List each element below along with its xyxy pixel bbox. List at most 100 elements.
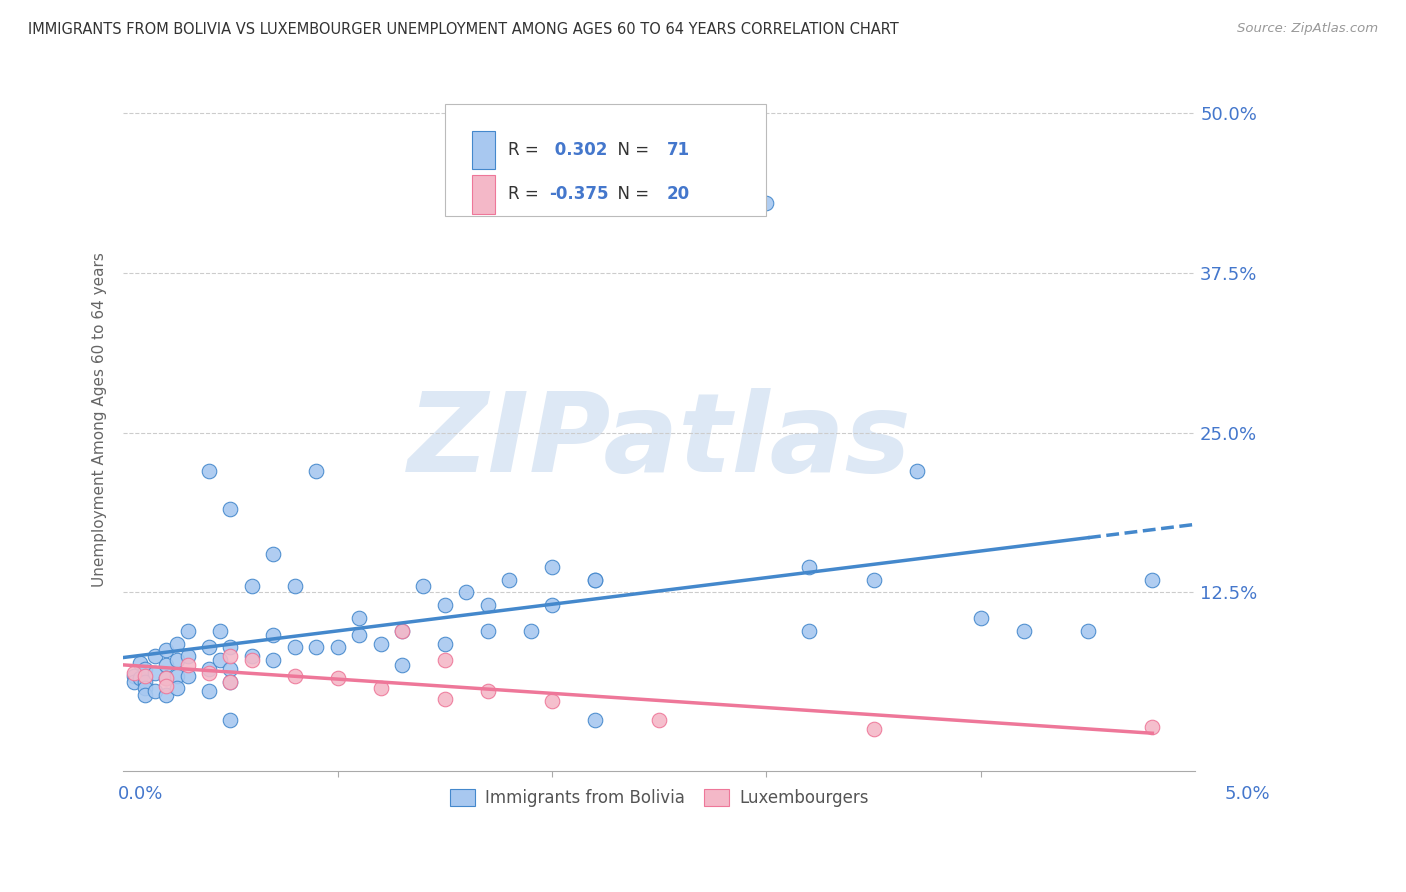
Point (541, 599, 564, 613)
Point (970, 611, 993, 625)
Text: N =: N = (607, 141, 654, 159)
Point (198, 464, 221, 478)
Point (155, 671, 177, 685)
Text: R =: R = (508, 141, 544, 159)
Text: 0.0%: 0.0% (118, 786, 163, 804)
Text: 71: 71 (666, 141, 690, 159)
Point (219, 713, 242, 727)
Point (583, 573, 606, 587)
Point (176, 658, 198, 673)
Point (305, 464, 328, 478)
Point (262, 547, 284, 561)
Point (583, 713, 606, 727)
Point (799, 624, 821, 638)
Point (134, 662, 156, 676)
Point (155, 643, 177, 657)
Point (284, 668, 307, 682)
Text: ZIPatlas: ZIPatlas (408, 387, 911, 494)
Point (347, 611, 370, 625)
Point (262, 653, 284, 667)
Point (326, 671, 349, 685)
Point (134, 688, 156, 702)
Point (433, 637, 456, 651)
Point (208, 653, 231, 667)
Point (862, 722, 884, 736)
Point (905, 464, 928, 478)
Point (166, 681, 188, 696)
FancyBboxPatch shape (444, 103, 766, 216)
Point (1142, 573, 1164, 587)
Point (134, 674, 156, 689)
Point (477, 684, 499, 698)
Text: Source: ZipAtlas.com: Source: ZipAtlas.com (1237, 22, 1378, 36)
Text: 0.302: 0.302 (548, 141, 607, 159)
Y-axis label: Unemployment Among Ages 60 to 64 years: Unemployment Among Ages 60 to 64 years (93, 252, 107, 588)
Point (305, 640, 328, 655)
Point (240, 653, 263, 667)
Point (198, 665, 221, 680)
Point (262, 627, 284, 641)
Point (134, 668, 156, 682)
Text: 20: 20 (666, 186, 690, 203)
Point (284, 579, 307, 593)
Point (541, 560, 564, 574)
Point (145, 665, 167, 680)
Point (326, 640, 349, 655)
Point (755, 195, 778, 210)
Point (541, 694, 564, 708)
FancyBboxPatch shape (471, 175, 495, 214)
Point (347, 627, 370, 641)
Point (284, 640, 307, 655)
Point (166, 637, 188, 651)
Point (370, 681, 392, 696)
Point (1012, 624, 1035, 638)
Point (166, 653, 188, 667)
Point (198, 662, 221, 676)
Text: N =: N = (607, 186, 654, 203)
Point (129, 656, 152, 670)
Point (122, 674, 145, 689)
Point (208, 624, 231, 638)
Text: -0.375: -0.375 (548, 186, 609, 203)
Text: IMMIGRANTS FROM BOLIVIA VS LUXEMBOURGER UNEMPLOYMENT AMONG AGES 60 TO 64 YEARS C: IMMIGRANTS FROM BOLIVIA VS LUXEMBOURGER … (28, 22, 898, 37)
Point (1077, 624, 1099, 638)
Point (1142, 720, 1164, 734)
Point (391, 624, 413, 638)
Text: 5.0%: 5.0% (1225, 786, 1270, 804)
Point (134, 681, 156, 696)
Point (155, 679, 177, 693)
Point (433, 653, 456, 667)
Point (219, 649, 242, 664)
Point (176, 668, 198, 682)
Point (498, 573, 520, 587)
Point (166, 668, 188, 682)
FancyBboxPatch shape (471, 131, 495, 169)
Point (219, 674, 242, 689)
Point (176, 649, 198, 664)
Point (412, 579, 434, 593)
Point (198, 684, 221, 698)
Point (433, 599, 456, 613)
Point (456, 585, 478, 599)
Point (648, 713, 671, 727)
Point (433, 691, 456, 706)
Point (862, 573, 884, 587)
Point (240, 579, 263, 593)
Point (370, 637, 392, 651)
Point (155, 688, 177, 702)
Point (391, 658, 413, 673)
Point (122, 665, 145, 680)
Point (477, 624, 499, 638)
Text: R =: R = (508, 186, 544, 203)
Point (122, 668, 145, 682)
Point (219, 640, 242, 655)
Point (155, 671, 177, 685)
Point (799, 560, 821, 574)
Point (219, 662, 242, 676)
Point (519, 624, 541, 638)
Point (219, 674, 242, 689)
Legend: Immigrants from Bolivia, Luxembourgers: Immigrants from Bolivia, Luxembourgers (441, 780, 877, 816)
Point (240, 649, 263, 664)
Point (155, 658, 177, 673)
Point (145, 649, 167, 664)
